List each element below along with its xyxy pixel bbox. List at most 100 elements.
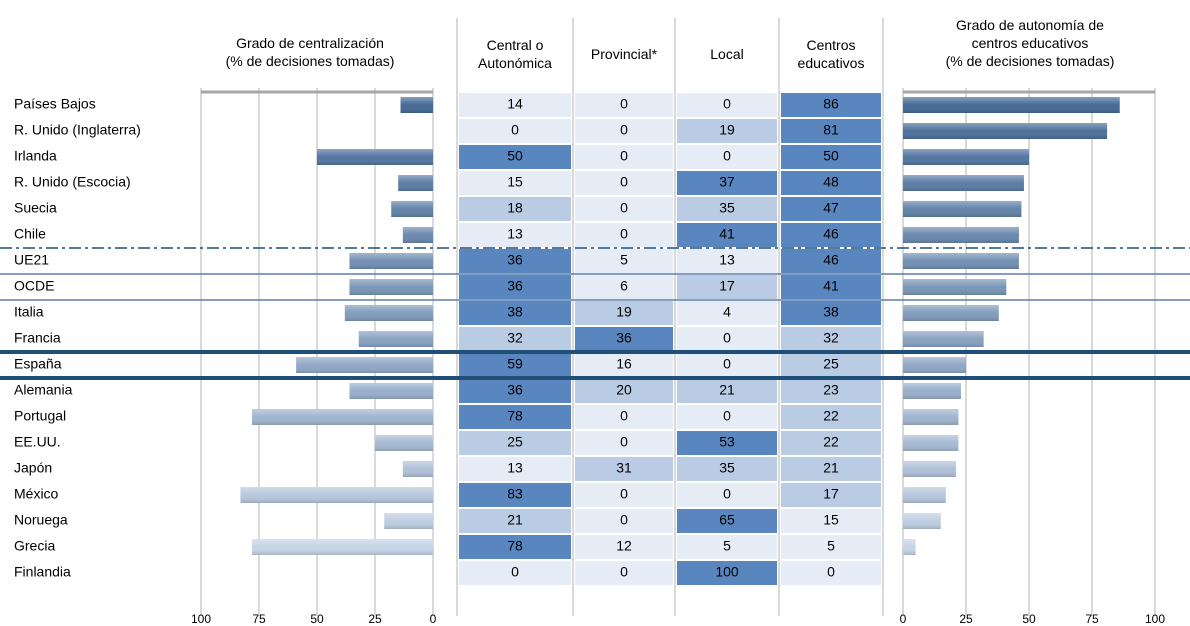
cell-value: 0 xyxy=(620,174,628,190)
cell-value: 21 xyxy=(719,382,735,398)
bar-gloss xyxy=(358,331,433,347)
cell-value: 0 xyxy=(511,564,519,580)
cell-value: 0 xyxy=(620,408,628,424)
cell-value: 15 xyxy=(507,174,523,190)
table-cell xyxy=(677,561,777,585)
cell-value: 83 xyxy=(507,486,523,502)
cell-value: 46 xyxy=(823,252,839,268)
table-cell xyxy=(459,93,571,117)
cell-value: 22 xyxy=(823,408,839,424)
cell-value: 0 xyxy=(620,96,628,112)
bar-gloss xyxy=(903,331,984,347)
bar-gloss xyxy=(903,253,1019,269)
table-cell xyxy=(781,509,881,533)
cell-value: 0 xyxy=(620,564,628,580)
x-tick-label: 25 xyxy=(368,612,382,626)
cell-value: 31 xyxy=(616,460,632,476)
cell-value: 37 xyxy=(719,174,735,190)
table-cell xyxy=(459,145,571,169)
cell-value: 78 xyxy=(507,408,523,424)
cell-value: 0 xyxy=(827,564,835,580)
cell-value: 46 xyxy=(823,226,839,242)
row-label: Portugal xyxy=(14,408,66,424)
bar-gloss xyxy=(903,487,946,503)
table-cell xyxy=(575,119,673,143)
cell-value: 0 xyxy=(620,434,628,450)
x-tick-label: 75 xyxy=(1085,612,1099,626)
cell-value: 19 xyxy=(616,304,632,320)
table-cell xyxy=(677,171,777,195)
cell-value: 32 xyxy=(507,330,523,346)
row-label: Chile xyxy=(14,226,46,242)
cell-value: 25 xyxy=(823,356,839,372)
table-cell xyxy=(575,249,673,273)
table-cell xyxy=(677,353,777,377)
row-label: OCDE xyxy=(14,278,54,294)
table-cell xyxy=(459,431,571,455)
x-tick-label: 0 xyxy=(900,612,907,626)
cell-value: 0 xyxy=(723,96,731,112)
bar-gloss xyxy=(375,435,433,451)
cell-value: 36 xyxy=(507,278,523,294)
table-cell xyxy=(677,327,777,351)
bar-gloss xyxy=(296,357,433,373)
table-cell xyxy=(575,431,673,455)
cell-value: 0 xyxy=(620,122,628,138)
cell-value: 5 xyxy=(620,252,628,268)
table-cell xyxy=(575,93,673,117)
cell-value: 38 xyxy=(823,304,839,320)
table-cell xyxy=(781,275,881,299)
table-cell xyxy=(575,223,673,247)
table-cell xyxy=(677,223,777,247)
cell-value: 41 xyxy=(719,226,735,242)
cell-value: 13 xyxy=(507,460,523,476)
cell-value: 36 xyxy=(507,382,523,398)
table-cell xyxy=(781,197,881,221)
cell-value: 18 xyxy=(507,200,523,216)
cell-value: 23 xyxy=(823,382,839,398)
cell-value: 36 xyxy=(616,330,632,346)
table-cell xyxy=(677,379,777,403)
table-cell xyxy=(781,431,881,455)
cell-value: 0 xyxy=(620,148,628,164)
row-label: Alemania xyxy=(14,382,73,398)
bar-gloss xyxy=(344,305,433,321)
cell-value: 16 xyxy=(616,356,632,372)
cell-value: 17 xyxy=(719,278,735,294)
bar-gloss xyxy=(402,227,433,243)
bar-gloss xyxy=(903,357,966,373)
x-tick-label: 50 xyxy=(310,612,324,626)
table-cell xyxy=(575,353,673,377)
table-cell xyxy=(459,275,571,299)
column-header: Central o Autonómica xyxy=(478,37,552,71)
table-cell xyxy=(575,535,673,559)
bar-gloss xyxy=(398,175,433,191)
cell-value: 0 xyxy=(620,226,628,242)
table-cell xyxy=(459,535,571,559)
cell-value: 47 xyxy=(823,200,839,216)
table-cell xyxy=(459,483,571,507)
table-cell xyxy=(459,197,571,221)
cell-value: 6 xyxy=(620,278,628,294)
row-label: España xyxy=(14,356,62,372)
cell-value: 0 xyxy=(723,408,731,424)
bar-gloss xyxy=(400,97,433,113)
column-header: Provincial* xyxy=(590,46,658,62)
table-cell xyxy=(781,483,881,507)
cell-value: 0 xyxy=(723,356,731,372)
table-cell xyxy=(459,327,571,351)
x-tick-label: 50 xyxy=(1022,612,1036,626)
row-label: Noruega xyxy=(14,512,68,528)
table-cell xyxy=(781,223,881,247)
cell-value: 0 xyxy=(723,330,731,346)
bar-gloss xyxy=(240,487,433,503)
table-cell xyxy=(575,171,673,195)
bar-gloss xyxy=(903,539,916,555)
cell-value: 32 xyxy=(823,330,839,346)
table-cell xyxy=(781,405,881,429)
row-label: Irlanda xyxy=(14,148,57,164)
cell-value: 0 xyxy=(620,512,628,528)
table-cell xyxy=(781,145,881,169)
cell-value: 17 xyxy=(823,486,839,502)
cell-value: 13 xyxy=(507,226,523,242)
